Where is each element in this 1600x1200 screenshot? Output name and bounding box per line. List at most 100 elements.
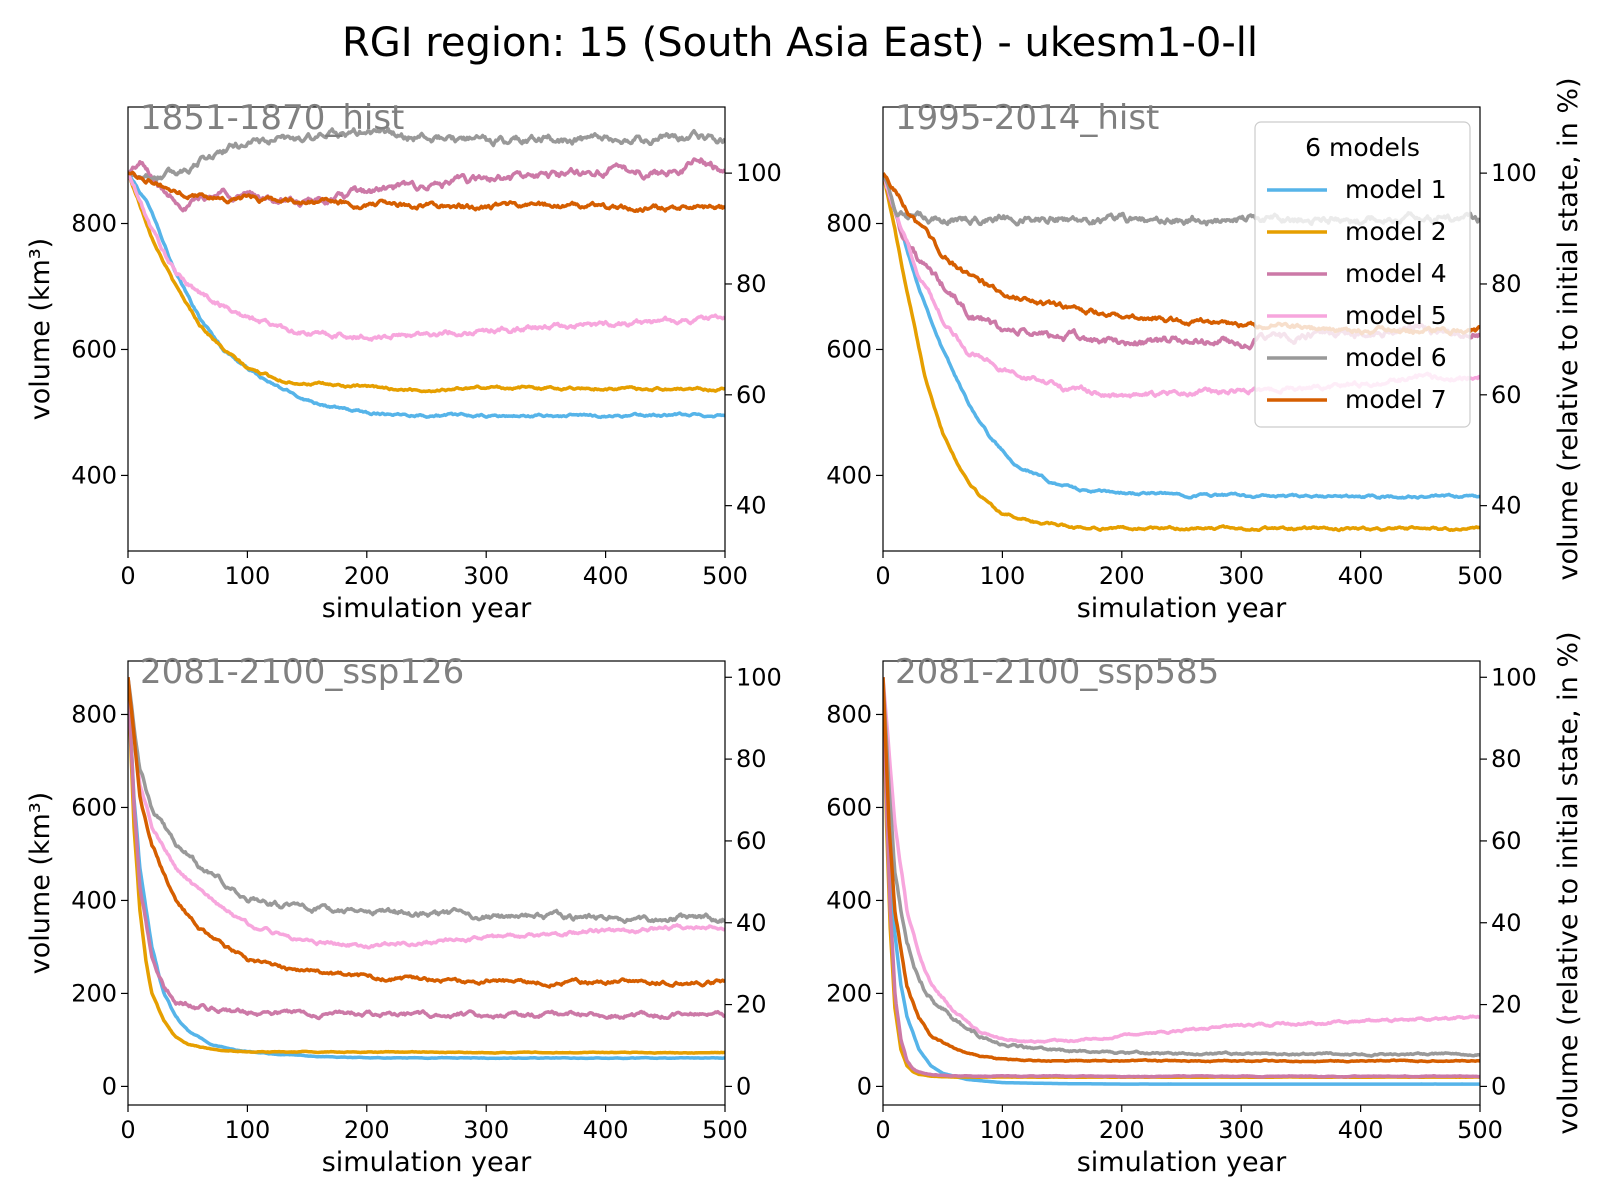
y-tick-label: 600 (826, 793, 872, 821)
series-line-model-2 (883, 172, 1480, 533)
x-tick-label: 500 (1457, 1116, 1503, 1144)
series-line-model-2 (883, 677, 1480, 1080)
y-tick-label: 400 (71, 461, 117, 489)
y-axis-label: volume (km³) (25, 792, 56, 974)
panel-3: 0 100 200 300 400 500 0 200 400 600 800 0 20 40 60 80 10… (25, 652, 782, 1178)
y-right-axis-label: volume (relative to initial state, in %) (1553, 77, 1584, 580)
x-tick-label: 200 (344, 562, 390, 590)
legend-entry: model 7 (1345, 385, 1447, 414)
y-right-tick-label: 20 (736, 991, 767, 1019)
x-tick-label: 400 (1338, 1116, 1384, 1144)
x-tick-label: 500 (702, 1116, 748, 1144)
y-tick-label: 400 (826, 461, 872, 489)
series-line-model-1 (883, 172, 1480, 500)
legend-entry: model 6 (1345, 343, 1447, 372)
series-line-model-2 (128, 172, 725, 394)
y-right-tick-label: 40 (736, 492, 767, 520)
x-tick-label: 500 (702, 562, 748, 590)
legend: 6 models model 1 model 2 model 4 model 5 mode… (1254, 121, 1471, 428)
x-tick-label: 0 (875, 562, 890, 590)
series-line-model-6 (883, 677, 1480, 1058)
panel-title: 2081-2100_ssp126 (140, 652, 464, 692)
y-tick-label: 800 (71, 210, 117, 238)
x-tick-label: 300 (1218, 562, 1264, 590)
legend-box (1254, 121, 1471, 428)
series-line-model-1 (883, 677, 1480, 1086)
x-tick-label: 300 (463, 1116, 509, 1144)
series-line-model-6 (128, 127, 725, 182)
series-line-model-4 (128, 157, 725, 213)
y-right-tick-label: 40 (736, 909, 767, 937)
x-axis-label: simulation year (322, 1147, 532, 1178)
x-tick-label: 0 (120, 562, 135, 590)
x-tick-label: 100 (224, 562, 270, 590)
y-right-tick-label: 80 (736, 270, 767, 298)
y-right-tick-label: 100 (1491, 663, 1537, 691)
axes-frame (127, 106, 726, 552)
x-tick-label: 100 (979, 562, 1025, 590)
series-line-model-2 (128, 677, 725, 1055)
x-tick-label: 300 (1218, 1116, 1264, 1144)
x-tick-label: 300 (463, 562, 509, 590)
x-tick-label: 200 (1099, 562, 1145, 590)
y-right-tick-label: 40 (1491, 492, 1522, 520)
series-line-model-7 (883, 677, 1480, 1064)
y-right-tick-label: 100 (736, 159, 782, 187)
panel-4: 0 100 200 300 400 500 0 200 400 600 800 0 20 40 60 80 10… (826, 631, 1584, 1178)
axes-frame (882, 106, 1481, 552)
y-right-tick-label: 0 (1491, 1072, 1506, 1100)
legend-entry: model 4 (1345, 259, 1447, 288)
y-right-tick-label: 40 (1491, 909, 1522, 937)
y-tick-label: 0 (857, 1072, 872, 1100)
legend-title: 6 models (1305, 133, 1420, 162)
y-right-tick-label: 80 (1491, 270, 1522, 298)
y-right-tick-label: 80 (1491, 745, 1522, 773)
panel-1: 0 100 200 300 400 500 400 600 800 40 60 80 100 1851-1… (25, 98, 782, 624)
y-tick-label: 600 (71, 335, 117, 363)
figure-title: RGI region: 15 (South Asia East) - ukesm… (342, 20, 1258, 66)
y-tick-label: 800 (71, 700, 117, 728)
x-tick-label: 400 (583, 1116, 629, 1144)
y-tick-label: 800 (826, 700, 872, 728)
x-axis-label: simulation year (322, 593, 532, 624)
panel-title: 1995-2014_hist (895, 98, 1159, 138)
y-right-tick-label: 60 (1491, 381, 1522, 409)
x-tick-label: 400 (583, 562, 629, 590)
series-line-model-7 (128, 677, 725, 989)
y-tick-label: 800 (826, 210, 872, 238)
y-tick-label: 0 (102, 1072, 117, 1100)
y-right-tick-label: 100 (736, 663, 782, 691)
y-right-tick-label: 60 (1491, 827, 1522, 855)
legend-entry: model 5 (1345, 301, 1447, 330)
legend-entry: model 2 (1345, 217, 1447, 246)
legend-entry: model 1 (1345, 175, 1447, 204)
y-right-tick-label: 80 (736, 745, 767, 773)
y-right-tick-label: 60 (736, 827, 767, 855)
y-right-tick-label: 100 (1491, 159, 1537, 187)
axes-frame (127, 660, 726, 1106)
series-line-model-5 (128, 677, 725, 950)
y-tick-label: 600 (71, 793, 117, 821)
y-tick-label: 200 (826, 979, 872, 1007)
x-tick-label: 200 (1099, 1116, 1145, 1144)
panel-title: 1851-1870_hist (140, 98, 404, 138)
axes-frame (882, 660, 1481, 1106)
x-axis-label: simulation year (1077, 593, 1287, 624)
y-tick-label: 600 (826, 335, 872, 363)
series-line-model-5 (128, 172, 725, 342)
x-tick-label: 100 (224, 1116, 270, 1144)
y-tick-label: 200 (71, 979, 117, 1007)
y-right-axis-label: volume (relative to initial state, in %) (1553, 631, 1584, 1134)
y-right-tick-label: 60 (736, 381, 767, 409)
x-tick-label: 0 (120, 1116, 135, 1144)
series-line-model-5 (883, 677, 1480, 1045)
series-line-model-4 (883, 677, 1480, 1079)
x-tick-label: 0 (875, 1116, 890, 1144)
y-right-tick-label: 0 (736, 1072, 751, 1100)
series-line-model-1 (128, 677, 725, 1061)
y-tick-label: 400 (71, 886, 117, 914)
y-tick-label: 400 (826, 886, 872, 914)
series-line-model-6 (128, 677, 725, 925)
x-tick-label: 500 (1457, 562, 1503, 590)
